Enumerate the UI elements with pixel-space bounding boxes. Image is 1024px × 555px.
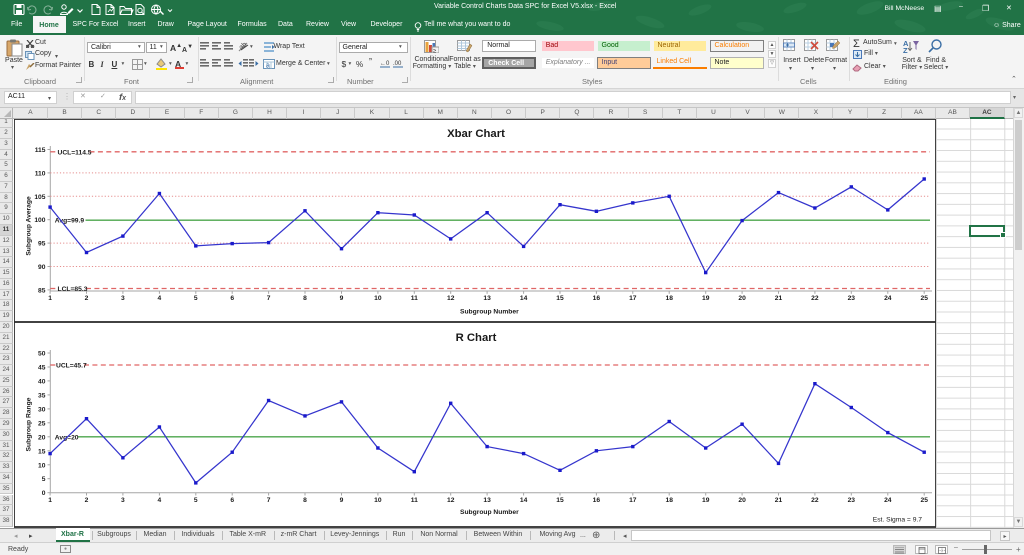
svg-text:30: 30 (38, 406, 46, 413)
svg-text:5: 5 (194, 295, 198, 302)
svg-text:7: 7 (267, 295, 271, 302)
svg-text:9: 9 (340, 295, 344, 302)
svg-text:8: 8 (303, 497, 307, 504)
svg-text:Subgroup Average: Subgroup Average (26, 196, 33, 256)
svg-text:105: 105 (34, 194, 45, 201)
svg-text:35: 35 (38, 392, 46, 399)
svg-text:23: 23 (848, 497, 856, 504)
svg-text:11: 11 (411, 497, 418, 504)
svg-text:2: 2 (85, 497, 89, 504)
svg-text:Subgroup Range: Subgroup Range (26, 397, 33, 451)
svg-text:15: 15 (556, 497, 564, 504)
svg-text:24: 24 (884, 497, 892, 504)
svg-text:19: 19 (702, 497, 710, 504)
svg-text:Subgroup Number: Subgroup Number (460, 509, 519, 516)
svg-text:ab: ab (238, 41, 248, 51)
svg-text:Xbar Chart: Xbar Chart (447, 128, 505, 140)
svg-text:18: 18 (665, 497, 673, 504)
svg-text:←0: ←0 (380, 61, 390, 67)
svg-text:90: 90 (38, 264, 46, 271)
svg-text:20: 20 (738, 295, 746, 302)
svg-text:11: 11 (411, 295, 418, 302)
svg-text:21: 21 (775, 497, 783, 504)
svg-text:a: a (266, 62, 270, 69)
svg-text:.00: .00 (393, 61, 402, 67)
svg-text:7: 7 (267, 497, 271, 504)
svg-text:4: 4 (158, 295, 162, 302)
svg-text:20: 20 (38, 434, 46, 441)
svg-text:17: 17 (629, 497, 637, 504)
svg-text:20: 20 (738, 497, 746, 504)
svg-text:1: 1 (48, 295, 52, 302)
svg-text:100: 100 (34, 217, 45, 224)
svg-text:LCL=85.3: LCL=85.3 (58, 286, 88, 293)
svg-text:4: 4 (158, 497, 162, 504)
svg-text:8: 8 (303, 295, 307, 302)
svg-text:UCL=45.7: UCL=45.7 (56, 363, 87, 370)
svg-text:UCL=114.5: UCL=114.5 (58, 149, 92, 156)
svg-text:3: 3 (121, 497, 125, 504)
svg-text:0: 0 (42, 490, 46, 497)
svg-text:1: 1 (48, 497, 52, 504)
svg-text:Est. Sigma = 9.7: Est. Sigma = 9.7 (873, 517, 923, 524)
svg-text:25: 25 (920, 497, 928, 504)
svg-text:85: 85 (38, 287, 46, 294)
svg-text:14: 14 (520, 497, 528, 504)
svg-text:2: 2 (85, 295, 89, 302)
svg-text:14: 14 (520, 295, 528, 302)
svg-text:22: 22 (811, 295, 819, 302)
svg-text:15: 15 (556, 295, 564, 302)
svg-text:95: 95 (38, 241, 46, 248)
svg-text:13: 13 (483, 295, 491, 302)
svg-text:5: 5 (42, 476, 46, 483)
svg-text:115: 115 (35, 147, 46, 154)
svg-text:40: 40 (38, 378, 46, 385)
svg-text:Z: Z (903, 46, 908, 53)
svg-text:Avg=99.9: Avg=99.9 (55, 218, 85, 225)
svg-text:50: 50 (38, 351, 46, 358)
svg-text:17: 17 (629, 295, 637, 302)
svg-text:6: 6 (230, 497, 234, 504)
svg-text:23: 23 (848, 295, 856, 302)
svg-text:18: 18 (665, 295, 673, 302)
svg-text:A: A (903, 39, 909, 48)
svg-text:22: 22 (811, 497, 819, 504)
svg-text:45: 45 (38, 365, 46, 372)
svg-text:12: 12 (447, 295, 455, 302)
svg-text:110: 110 (35, 170, 46, 177)
svg-text:16: 16 (593, 295, 601, 302)
svg-text:21: 21 (775, 295, 783, 302)
svg-text:10: 10 (374, 497, 382, 504)
svg-text:9: 9 (340, 497, 344, 504)
svg-text:25: 25 (38, 420, 46, 427)
svg-text:24: 24 (884, 295, 892, 302)
svg-text:Subgroup Number: Subgroup Number (460, 309, 519, 316)
svg-text:10: 10 (374, 295, 382, 302)
svg-text:25: 25 (920, 295, 928, 302)
svg-text:5: 5 (194, 497, 198, 504)
svg-text:10: 10 (38, 462, 46, 469)
svg-text:16: 16 (593, 497, 601, 504)
svg-text:R Chart: R Chart (456, 332, 497, 344)
svg-text:15: 15 (38, 448, 46, 455)
svg-text:≥: ≥ (433, 49, 437, 54)
svg-text:13: 13 (483, 497, 491, 504)
svg-text:12: 12 (447, 497, 455, 504)
svg-text:3: 3 (121, 295, 125, 302)
svg-text:19: 19 (702, 295, 710, 302)
svg-text:6: 6 (230, 295, 234, 302)
